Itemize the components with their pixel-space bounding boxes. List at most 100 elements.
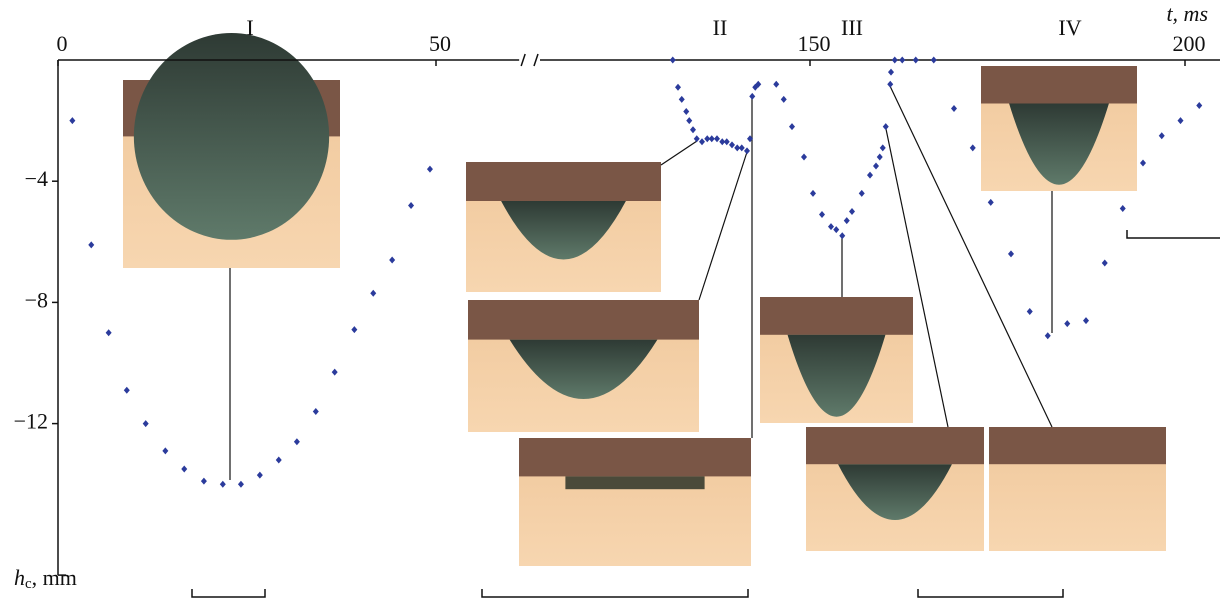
y-axis-label: hc, mm — [14, 565, 77, 592]
data-point — [257, 472, 263, 479]
data-point — [819, 211, 825, 218]
data-point — [69, 117, 75, 124]
data-point — [883, 123, 889, 130]
photo — [760, 297, 913, 423]
data-point — [1178, 117, 1184, 124]
data-point — [1083, 317, 1089, 324]
data-point — [801, 153, 807, 160]
data-point — [370, 290, 376, 297]
x-tick-label: 200 — [1173, 31, 1206, 56]
photo — [123, 33, 340, 268]
data-point — [238, 481, 244, 488]
photo-plate — [519, 438, 751, 476]
data-point — [1120, 205, 1126, 212]
data-point — [201, 478, 207, 485]
photo-insets — [123, 33, 1166, 566]
photo — [981, 66, 1137, 191]
photo — [519, 438, 751, 566]
data-point — [873, 163, 879, 170]
data-point — [988, 199, 994, 206]
data-point — [694, 135, 700, 142]
data-point — [1008, 250, 1014, 257]
data-point — [181, 466, 187, 473]
data-point — [913, 57, 919, 64]
data-point — [773, 81, 779, 88]
data-point — [729, 141, 735, 148]
data-point — [739, 144, 745, 151]
x-tick-label: 150 — [798, 31, 831, 56]
data-point — [709, 135, 715, 142]
data-point — [744, 147, 750, 154]
data-point — [88, 241, 94, 248]
data-point — [888, 69, 894, 76]
data-point — [427, 166, 433, 173]
data-point — [899, 57, 905, 64]
photo-plate — [806, 427, 984, 464]
y-label-unit: , mm — [32, 565, 77, 590]
data-point — [877, 153, 883, 160]
photo — [989, 427, 1166, 551]
data-point — [686, 117, 692, 124]
data-point — [844, 217, 850, 224]
data-point — [833, 226, 839, 233]
photo — [806, 427, 984, 551]
data-point — [162, 447, 168, 454]
data-point — [408, 202, 414, 209]
scale-bar — [1127, 230, 1220, 238]
y-tick-label: −4 — [25, 166, 48, 191]
data-point — [1102, 260, 1108, 267]
scale-bar — [918, 589, 1063, 597]
data-point — [828, 223, 834, 230]
data-point — [970, 144, 976, 151]
photo-plate — [989, 427, 1166, 464]
data-point — [789, 123, 795, 130]
photo-plate — [466, 162, 661, 201]
data-point — [106, 329, 112, 336]
data-point — [143, 420, 149, 427]
section-label: III — [841, 15, 863, 40]
y-label-symbol: h — [14, 565, 25, 590]
figure: t, ms hc, mm 050150200−4−8−12IIIIIIIV — [0, 0, 1220, 599]
data-point — [880, 144, 886, 151]
axis-break — [521, 54, 538, 66]
section-label: IV — [1058, 15, 1081, 40]
drop — [565, 476, 704, 489]
x-tick-label: 50 — [429, 31, 451, 56]
data-point — [332, 369, 338, 376]
data-point — [724, 138, 730, 145]
data-point — [294, 438, 300, 445]
data-point — [1196, 102, 1202, 109]
data-point — [887, 81, 893, 88]
data-point — [679, 96, 685, 103]
data-point — [220, 481, 226, 488]
drop — [134, 33, 329, 240]
data-point — [1159, 132, 1165, 139]
section-label: II — [713, 15, 728, 40]
scale-bar — [482, 589, 748, 597]
data-point — [1045, 332, 1051, 339]
data-point — [699, 138, 705, 145]
data-point — [675, 84, 681, 91]
data-point — [1064, 320, 1070, 327]
data-point — [276, 456, 282, 463]
y-tick-label: −12 — [14, 409, 48, 434]
data-point — [931, 57, 937, 64]
data-point — [389, 256, 395, 263]
data-point — [714, 135, 720, 142]
data-point — [859, 190, 865, 197]
data-point — [313, 408, 319, 415]
data-point — [351, 326, 357, 333]
data-point — [781, 96, 787, 103]
leader-line — [699, 152, 747, 300]
photo-plate — [760, 297, 913, 335]
data-point — [849, 208, 855, 215]
scale-bar — [192, 589, 265, 597]
photo-plate — [468, 300, 699, 340]
data-point — [690, 126, 696, 133]
photo-plate — [981, 66, 1137, 104]
x-axis-label: t, ms — [1166, 1, 1208, 26]
photo — [466, 162, 661, 292]
x-tick-label: 0 — [57, 31, 68, 56]
data-point — [670, 57, 676, 64]
leader-line — [661, 141, 697, 165]
